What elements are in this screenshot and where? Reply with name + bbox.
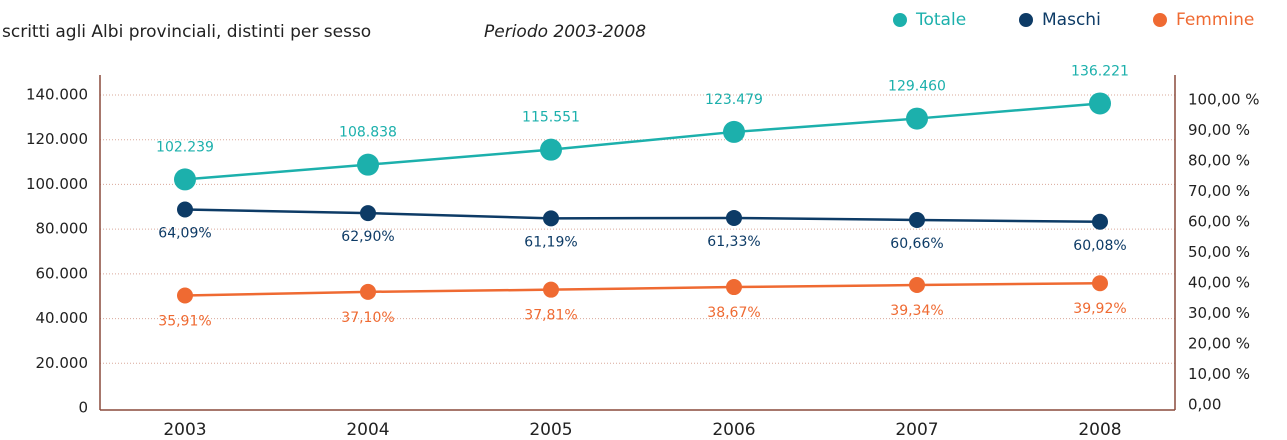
data-point xyxy=(360,205,376,222)
y2-tick-label: 20,00 % xyxy=(1188,335,1250,353)
data-point xyxy=(726,279,742,296)
series-line xyxy=(184,208,1101,224)
data-label: 35,91% xyxy=(158,313,211,329)
data-label: 60,08% xyxy=(1073,238,1126,254)
legend-label: Maschi xyxy=(1042,10,1101,30)
y-tick-label: 140.000 xyxy=(26,86,88,104)
x-tick-label: 2008 xyxy=(1078,420,1121,440)
data-point xyxy=(1092,275,1108,292)
series-line xyxy=(184,102,1101,181)
data-label: 115.551 xyxy=(522,110,580,126)
data-label: 61,33% xyxy=(707,234,760,250)
y2-tick-label: 40,00 % xyxy=(1188,274,1250,292)
data-label: 39,34% xyxy=(890,303,943,319)
legend-label: Totale xyxy=(915,10,966,30)
data-point xyxy=(360,283,376,300)
y-tick-label: 120.000 xyxy=(26,130,88,148)
x-tick-label: 2003 xyxy=(163,420,206,440)
y2-tick-label: 30,00 % xyxy=(1188,304,1250,322)
data-label: 108.838 xyxy=(339,125,397,141)
data-point xyxy=(909,211,925,228)
series-line xyxy=(184,281,1101,297)
data-label: 102.239 xyxy=(156,139,214,155)
y-tick-label: 80.000 xyxy=(36,220,89,238)
legend-marker xyxy=(1019,13,1033,27)
data-point xyxy=(174,168,196,191)
y2-tick-label: 100,00 % xyxy=(1188,91,1260,109)
data-label: 37,10% xyxy=(341,310,394,326)
data-label: 38,67% xyxy=(707,305,760,321)
data-point xyxy=(177,287,193,304)
y2-tick-label: 70,00 % xyxy=(1188,182,1250,200)
x-tick-label: 2005 xyxy=(529,420,572,440)
legend-marker xyxy=(1153,13,1167,27)
data-point xyxy=(357,153,379,176)
chart-subtitle: Periodo 2003-2008 xyxy=(484,22,646,42)
chart-title: scritti agli Albi provinciali, distinti … xyxy=(2,22,371,42)
y2-tick-label: 10,00 % xyxy=(1188,365,1250,383)
y2-tick-label: 0,00 xyxy=(1188,396,1221,414)
data-label: 60,66% xyxy=(890,236,943,252)
data-point xyxy=(1092,213,1108,230)
data-point xyxy=(909,277,925,294)
y-tick-label: 0 xyxy=(78,399,88,417)
data-label: 129.460 xyxy=(888,79,946,95)
data-label: 61,19% xyxy=(524,234,577,250)
legend-label: Femmine xyxy=(1176,10,1254,30)
x-tick-label: 2007 xyxy=(895,420,938,440)
y-tick-label: 100.000 xyxy=(26,175,88,193)
data-label: 39,92% xyxy=(1073,301,1126,317)
data-label: 37,81% xyxy=(524,308,577,324)
data-point xyxy=(1089,92,1111,115)
data-point xyxy=(543,281,559,298)
data-label: 64,09% xyxy=(158,226,211,242)
data-point xyxy=(540,138,562,161)
data-label: 136.221 xyxy=(1071,63,1129,79)
y2-tick-label: 80,00 % xyxy=(1188,152,1250,170)
data-point xyxy=(906,107,928,130)
y-tick-label: 40.000 xyxy=(36,309,89,327)
y2-tick-label: 60,00 % xyxy=(1188,213,1250,231)
data-point xyxy=(726,209,742,226)
x-tick-label: 2004 xyxy=(346,420,389,440)
data-label: 123.479 xyxy=(705,92,763,108)
x-tick-label: 2006 xyxy=(712,420,755,440)
y-tick-label: 60.000 xyxy=(36,264,89,282)
legend-marker xyxy=(893,13,907,27)
y2-tick-label: 90,00 % xyxy=(1188,121,1250,139)
data-label: 62,90% xyxy=(341,229,394,245)
y2-tick-label: 50,00 % xyxy=(1188,243,1250,261)
data-point xyxy=(723,120,745,143)
data-point xyxy=(543,210,559,227)
data-point xyxy=(177,201,193,218)
y-tick-label: 20.000 xyxy=(36,354,89,372)
